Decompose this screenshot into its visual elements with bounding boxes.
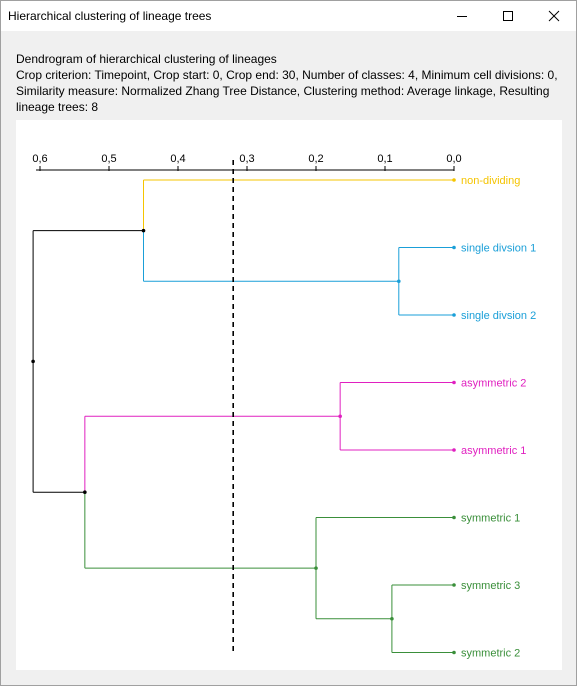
maximize-icon (503, 11, 513, 21)
axis-tick-label: 0,1 (377, 153, 392, 165)
leaf-node (452, 583, 456, 587)
leaf-label: single divsion 2 (461, 310, 536, 322)
leaf-node (452, 380, 456, 385)
axis-tick-label: 0,2 (308, 153, 323, 165)
leaf-node (452, 515, 456, 520)
leaf-node (452, 313, 456, 317)
close-button[interactable] (531, 1, 576, 31)
title-bar[interactable]: Hierarchical clustering of lineage trees (1, 1, 576, 31)
minimize-button[interactable] (439, 1, 485, 31)
leaf-node (452, 650, 456, 655)
leaf-label: non-dividing (461, 175, 520, 187)
minimize-icon (457, 16, 467, 17)
leaf-label: symmetric 1 (461, 513, 520, 525)
clustering-info: Dendrogram of hierarchical clustering of… (16, 51, 566, 115)
maximize-button[interactable] (485, 1, 531, 31)
info-result-count: lineage trees: 8 (16, 100, 99, 114)
axis-tick-label: 0,6 (32, 153, 47, 165)
info-heading: Dendrogram of hierarchical clustering of… (16, 52, 277, 66)
close-icon (548, 10, 560, 22)
leaf-node (452, 245, 456, 250)
info-similarity-settings: Similarity measure: Normalized Zhang Tre… (16, 84, 550, 98)
info-crop-settings: Crop criterion: Timepoint, Crop start: 0… (16, 68, 558, 82)
dendrogram-node (31, 359, 35, 364)
axis-tick-label: 0,0 (446, 153, 461, 165)
leaf-node (452, 178, 456, 182)
leaf-node (452, 448, 456, 452)
axis-tick-label: 0,4 (170, 153, 185, 165)
dendrogram-plot: 0,6 0,5 0,4 0,3 0,2 0,1 0,0 non-dividing single … (16, 120, 562, 670)
window-title: Hierarchical clustering of lineage trees (8, 9, 212, 23)
leaf-label: symmetric 2 (461, 648, 520, 660)
leaf-label: asymmetric 2 (461, 378, 526, 390)
leaf-label: asymmetric 1 (461, 445, 526, 457)
leaf-label: single divsion 1 (461, 243, 536, 255)
leaf-label: symmetric 3 (461, 580, 520, 592)
axis-tick-label: 0,5 (101, 153, 116, 165)
axis-tick-label: 0,3 (239, 153, 254, 165)
dendrogram-node (338, 414, 342, 419)
dendrogram-node (390, 616, 394, 621)
